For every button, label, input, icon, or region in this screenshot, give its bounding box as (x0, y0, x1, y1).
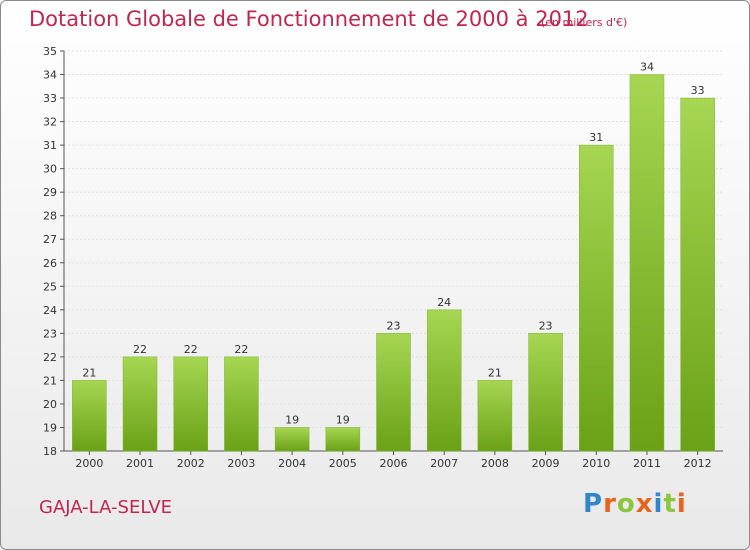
data-label: 31 (589, 131, 603, 144)
y-tick-label: 20 (43, 398, 57, 411)
y-tick-label: 23 (43, 327, 57, 340)
data-label: 33 (691, 84, 705, 97)
x-tick-label: 2005 (329, 457, 357, 470)
x-tick-label: 2009 (532, 457, 560, 470)
data-label: 22 (234, 343, 248, 356)
x-tick-label: 2012 (684, 457, 712, 470)
labels: 18 19 20 21 22 23 24 25 26 27 28 29 30 31 32 33 34 35 21 20… (43, 45, 712, 470)
x-tick-label: 2000 (75, 457, 103, 470)
commune-name: GAJA-LA-SELVE (39, 497, 173, 518)
y-tick-label: 30 (43, 163, 57, 176)
chart-title: Dotation Globale de Fonctionnement de 20… (29, 7, 589, 31)
logo-letter: r (603, 489, 617, 519)
y-tick-label: 29 (43, 186, 57, 199)
bar (579, 144, 614, 452)
proxiti-logo: Proxiti (583, 489, 687, 519)
data-label: 21 (488, 366, 502, 379)
y-tick-label: 19 (43, 421, 57, 434)
data-label: 22 (133, 343, 147, 356)
data-label: 22 (184, 343, 198, 356)
y-tick-label: 32 (43, 116, 57, 129)
y-tick-label: 35 (43, 45, 57, 58)
logo-letter: x (635, 489, 654, 519)
bar (376, 333, 411, 452)
y-tick-label: 28 (43, 210, 57, 223)
y-tick-label: 24 (43, 304, 57, 317)
y-tick-label: 31 (43, 139, 57, 152)
x-tick-label: 2011 (633, 457, 661, 470)
y-tick-label: 26 (43, 257, 57, 270)
bar (224, 356, 259, 452)
logo-letter: o (616, 489, 636, 519)
x-tick-label: 2006 (380, 457, 408, 470)
x-tick-label: 2010 (582, 457, 610, 470)
data-label: 21 (82, 366, 96, 379)
bar (274, 427, 310, 452)
x-tick-label: 2007 (430, 457, 458, 470)
data-label: 34 (640, 61, 654, 74)
x-tick-label: 2004 (278, 457, 306, 470)
data-label: 19 (285, 413, 299, 426)
data-label: 19 (336, 413, 350, 426)
bar (325, 427, 361, 452)
bar (122, 356, 158, 452)
y-tick-label: 22 (43, 351, 57, 364)
bar (426, 309, 462, 452)
y-tick-label: 25 (43, 280, 57, 293)
logo-letter: i (676, 489, 687, 519)
bars (72, 74, 715, 452)
y-tick-label: 18 (43, 445, 57, 458)
x-tick-label: 2002 (177, 457, 205, 470)
x-tick-label: 2008 (481, 457, 509, 470)
y-tick-label: 21 (43, 374, 57, 387)
bar (477, 380, 513, 452)
logo-letter: P (583, 489, 604, 519)
data-label: 23 (539, 319, 553, 332)
data-label: 24 (437, 296, 451, 309)
data-label: 23 (387, 319, 401, 332)
logo-letter: i (653, 489, 664, 519)
logo-letter: t (663, 489, 677, 519)
chart-subtitle: (en milliers d'€) (541, 16, 628, 29)
bar (72, 380, 107, 452)
y-tick-label: 33 (43, 92, 57, 105)
x-tick-label: 2003 (227, 457, 255, 470)
y-tick-label: 27 (43, 233, 57, 246)
bar (528, 333, 563, 452)
bar (629, 74, 665, 452)
x-tick-label: 2001 (126, 457, 154, 470)
bar (173, 356, 208, 452)
y-tick-label: 34 (43, 69, 57, 82)
bar (680, 97, 715, 452)
